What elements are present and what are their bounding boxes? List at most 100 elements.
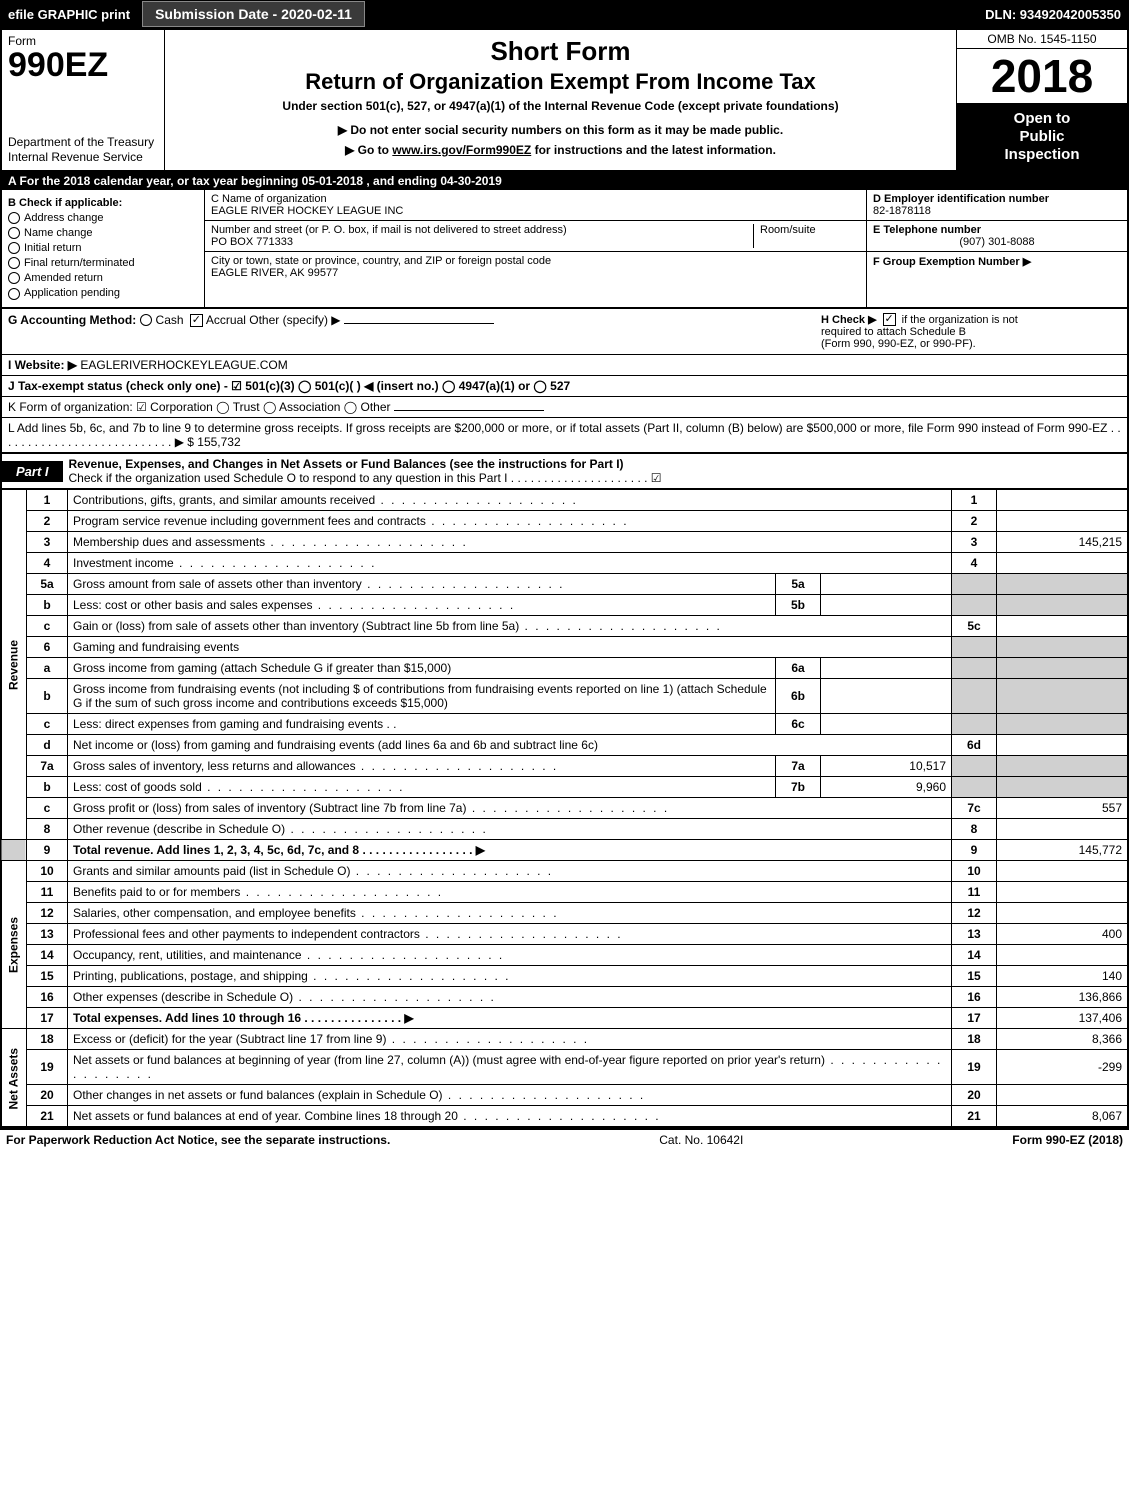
linenum: 2 (27, 511, 68, 532)
form-number: 990EZ (8, 48, 158, 82)
part-i-check: Check if the organization used Schedule … (69, 471, 662, 485)
subnum: 5b (776, 595, 821, 616)
name-label: C Name of organization (211, 193, 403, 205)
shaded (997, 756, 1129, 777)
linenum: c (27, 714, 68, 735)
radio-icon (8, 212, 20, 224)
subnum: 5a (776, 574, 821, 595)
line-5b: b Less: cost or other basis and sales ex… (1, 595, 1128, 616)
linenum: 10 (27, 861, 68, 882)
boxval: 137,406 (997, 1008, 1129, 1029)
line-21: 21 Net assets or fund balances at end of… (1, 1106, 1128, 1128)
radio-icon[interactable] (140, 314, 152, 326)
subval (821, 595, 952, 616)
part-i-table: Revenue 1 Contributions, gifts, grants, … (0, 489, 1129, 1128)
org-name-row: C Name of organization EAGLE RIVER HOCKE… (205, 190, 866, 221)
line-7b: b Less: cost of goods sold 7b 9,960 (1, 777, 1128, 798)
linenum: 4 (27, 553, 68, 574)
boxval: 8,067 (997, 1106, 1129, 1128)
boxval: 400 (997, 924, 1129, 945)
accrual-label: Accrual (206, 313, 246, 327)
linenum: 12 (27, 903, 68, 924)
desc: Less: direct expenses from gaming and fu… (73, 717, 383, 731)
e-label: E Telephone number (873, 224, 1121, 236)
linenum: b (27, 777, 68, 798)
line-l: L Add lines 5b, 6c, and 7b to line 9 to … (0, 418, 1129, 453)
expenses-side-label: Expenses (1, 861, 27, 1029)
desc: Gross income from gaming (attach Schedul… (68, 658, 776, 679)
line-h: H Check ▶ if the organization is not req… (821, 313, 1121, 351)
line-11: 11 Benefits paid to or for members 11 (1, 882, 1128, 903)
linenum: c (27, 616, 68, 637)
boxval: 557 (997, 798, 1129, 819)
city-value: EAGLE RIVER, AK 99577 (211, 267, 551, 279)
subnum: 6a (776, 658, 821, 679)
boxnum: 16 (952, 987, 997, 1008)
subval (821, 714, 952, 735)
checkbox-h[interactable] (883, 313, 896, 326)
goto-line: ▶ Go to www.irs.gov/Form990EZ for instru… (173, 143, 948, 157)
line-4: 4 Investment income 4 (1, 553, 1128, 574)
boxnum: 2 (952, 511, 997, 532)
checkbox-accrual[interactable] (190, 314, 203, 327)
k-other-input[interactable] (394, 410, 544, 411)
g-label: G Accounting Method: (8, 313, 136, 327)
h-text3: (Form 990, 990-EZ, or 990-PF). (821, 338, 976, 350)
linenum: c (27, 798, 68, 819)
subnum: 7a (776, 756, 821, 777)
line-5c: c Gain or (loss) from sale of assets oth… (1, 616, 1128, 637)
do-not-enter: ▶ Do not enter social security numbers o… (173, 123, 948, 137)
radio-icon (8, 288, 20, 300)
desc: Total revenue. Add lines 1, 2, 3, 4, 5c,… (68, 840, 952, 861)
boxval (997, 616, 1129, 637)
boxnum: 13 (952, 924, 997, 945)
short-form-title: Short Form (173, 36, 948, 67)
check-application-pending[interactable]: Application pending (8, 287, 198, 299)
linenum: d (27, 735, 68, 756)
boxval (997, 553, 1129, 574)
subnum: 7b (776, 777, 821, 798)
check-address-change[interactable]: Address change (8, 212, 198, 224)
boxval (997, 903, 1129, 924)
street-row: Number and street (or P. O. box, if mail… (205, 221, 866, 252)
check-amended-return[interactable]: Amended return (8, 272, 198, 284)
form-header: Form 990EZ Department of the Treasury In… (0, 30, 1129, 172)
desc: Contributions, gifts, grants, and simila… (73, 493, 578, 507)
boxnum: 5c (952, 616, 997, 637)
line-j: J Tax-exempt status (check only one) - ☑… (0, 376, 1129, 397)
check-initial-return[interactable]: Initial return (8, 242, 198, 254)
boxval (997, 490, 1129, 511)
boxnum: 17 (952, 1008, 997, 1029)
footer-center: Cat. No. 10642I (390, 1133, 1012, 1147)
check-final-return[interactable]: Final return/terminated (8, 257, 198, 269)
boxnum: 12 (952, 903, 997, 924)
phone-row: E Telephone number (907) 301-8088 (867, 221, 1127, 252)
goto-link[interactable]: www.irs.gov/Form990EZ (392, 143, 531, 157)
other-specify-input[interactable] (344, 323, 494, 324)
boxnum: 18 (952, 1029, 997, 1050)
linenum: 11 (27, 882, 68, 903)
desc: Salaries, other compensation, and employ… (73, 906, 559, 920)
boxnum: 1 (952, 490, 997, 511)
info-right: D Employer identification number 82-1878… (866, 190, 1127, 307)
l-text: L Add lines 5b, 6c, and 7b to line 9 to … (8, 421, 1121, 449)
efile-label: efile GRAPHIC print (0, 3, 138, 26)
linenum: 9 (27, 840, 68, 861)
line-17: 17 Total expenses. Add lines 10 through … (1, 1008, 1128, 1029)
line-i: I Website: ▶ EAGLERIVERHOCKEYLEAGUE.COM (0, 355, 1129, 376)
subval (821, 679, 952, 714)
linenum: 17 (27, 1008, 68, 1029)
check-name-change[interactable]: Name change (8, 227, 198, 239)
desc: Gaming and fundraising events (68, 637, 952, 658)
shaded (997, 679, 1129, 714)
desc: Gross income from fundraising events (no… (68, 679, 776, 714)
line-6: 6 Gaming and fundraising events (1, 637, 1128, 658)
boxnum: 20 (952, 1085, 997, 1106)
shaded (997, 574, 1129, 595)
radio-icon (8, 257, 20, 269)
info-block: B Check if applicable: Address change Na… (0, 190, 1129, 309)
header-right: OMB No. 1545-1150 2018 Open to Public In… (956, 30, 1127, 170)
h-text1: if the organization is not (902, 314, 1018, 326)
shaded (952, 679, 997, 714)
subval (821, 574, 952, 595)
